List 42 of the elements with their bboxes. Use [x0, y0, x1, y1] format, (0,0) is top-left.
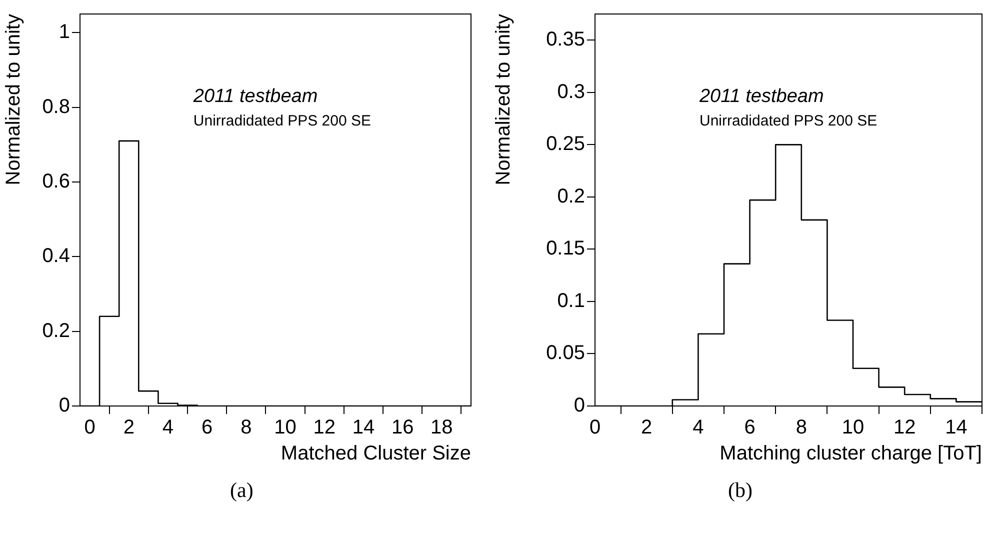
- y-tick-label: 0.8: [42, 96, 70, 118]
- x-tick-label: 14: [352, 416, 375, 439]
- x-tick-label: 6: [202, 416, 213, 439]
- x-tick-label: 10: [842, 416, 864, 439]
- x-tick-label: 6: [744, 416, 756, 439]
- y-tick-label: 0.25: [546, 133, 585, 156]
- x-tick-label: 10: [274, 416, 296, 439]
- x-tick-label: 8: [796, 416, 807, 439]
- x-tick-label: 12: [893, 416, 916, 439]
- y-tick-label: 0.15: [546, 238, 585, 260]
- x-tick-label: 2: [123, 416, 134, 439]
- y-tick-label: 0.6: [42, 170, 70, 193]
- y-tick-label: 0.05: [546, 342, 585, 364]
- x-tick-label: 0: [589, 416, 601, 439]
- x-axis-title: Matched Cluster Size: [280, 442, 471, 465]
- x-tick-label: 4: [692, 416, 704, 439]
- y-tick-label: 0: [58, 394, 70, 417]
- annotation: 2011 testbeam: [698, 86, 824, 108]
- y-tick-label: 1: [58, 21, 70, 44]
- text: (b): [728, 478, 752, 503]
- y-axis-title: Normalized to unity: [2, 14, 25, 186]
- x-tick-label: 12: [313, 416, 336, 439]
- annotation: 2011 testbeam: [192, 86, 318, 108]
- x-axis-title: Matching cluster charge [ToT]: [720, 442, 982, 465]
- y-tick-label: 0.35: [546, 28, 585, 51]
- x-tick-label: 0: [84, 416, 96, 439]
- y-tick-label: 0.1: [557, 290, 585, 312]
- text: (a): [230, 478, 254, 503]
- y-tick-label: 0: [574, 394, 585, 417]
- x-tick-label: 4: [162, 416, 174, 439]
- x-tick-label: 14: [945, 416, 968, 439]
- x-tick-label: 16: [391, 416, 414, 439]
- y-axis-title: Normalized to unity: [492, 14, 515, 186]
- y-tick-label: 0.2: [557, 185, 585, 208]
- y-tick-label: 0.4: [42, 245, 70, 268]
- y-tick-label: 0.3: [557, 80, 585, 103]
- x-tick-label: 18: [430, 416, 453, 439]
- y-tick-label: 0.2: [42, 320, 70, 342]
- x-tick-label: 8: [240, 416, 252, 439]
- annotation: Unirradidated PPS 200 SE: [193, 112, 371, 130]
- annotation: Unirradidated PPS 200 SE: [699, 112, 878, 130]
- x-tick-label: 2: [641, 416, 652, 439]
